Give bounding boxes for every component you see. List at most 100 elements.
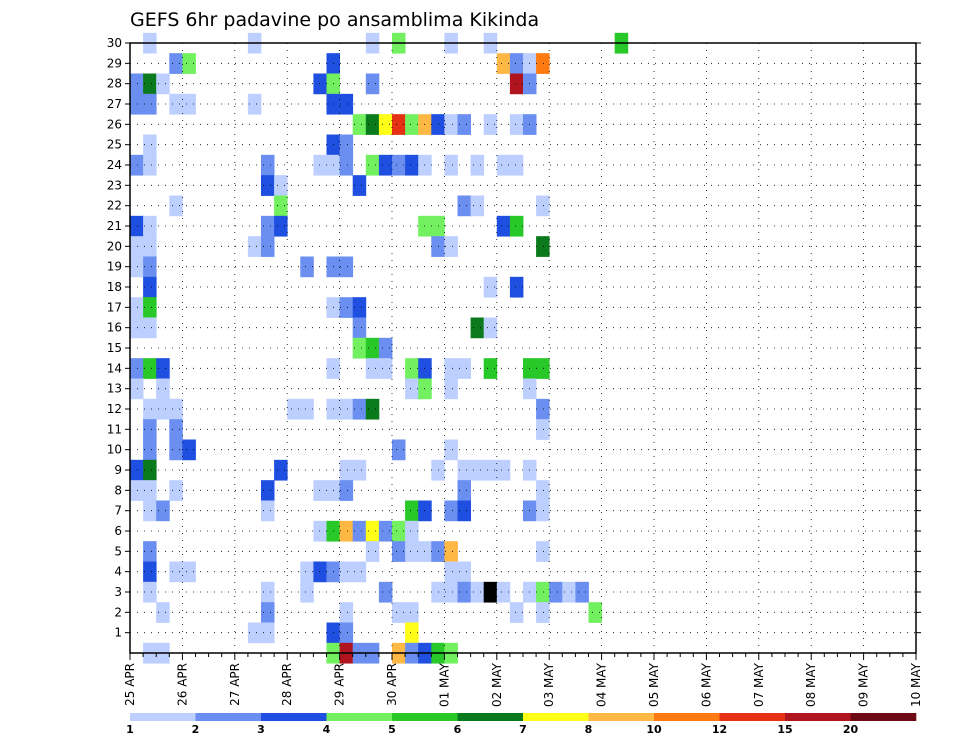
colorbar-label: 3	[257, 723, 265, 736]
precip-cell	[182, 53, 196, 74]
precip-cell	[365, 73, 380, 95]
precip-cell	[496, 459, 511, 481]
precip-cell	[352, 561, 367, 583]
precip-cell	[536, 398, 550, 420]
precip-cell	[457, 561, 471, 583]
precip-cell	[392, 602, 406, 623]
y-tick-label: 13	[107, 382, 122, 396]
precip-cell	[365, 154, 380, 176]
precip-cell	[274, 195, 288, 217]
precip-cell	[352, 114, 367, 135]
y-tick-label: 1	[114, 626, 122, 640]
precip-cell	[339, 480, 354, 501]
precip-cell	[143, 500, 157, 522]
precip-cell	[470, 195, 485, 217]
y-tick-label: 7	[114, 504, 122, 518]
precip-cell	[509, 215, 524, 237]
y-tick-label: 15	[107, 341, 122, 355]
y-tick-label: 22	[107, 199, 122, 213]
precip-cell	[588, 602, 602, 623]
precip-cell	[143, 276, 157, 298]
precip-cell	[143, 459, 157, 481]
precip-cell	[169, 561, 183, 583]
precip-cell	[378, 358, 393, 379]
precip-cell	[143, 541, 157, 562]
precip-cell	[339, 256, 354, 278]
precip-cell	[143, 358, 157, 379]
precip-cell	[313, 480, 327, 501]
precip-cell	[536, 419, 550, 440]
colorbar-swatch	[326, 713, 393, 721]
precip-cell	[457, 581, 471, 603]
y-tick-label: 10	[107, 443, 122, 457]
y-tick-label: 14	[107, 361, 122, 375]
precip-cell	[156, 602, 170, 623]
precip-cell	[130, 93, 144, 115]
colorbar-swatch	[457, 713, 524, 721]
precip-cell	[261, 480, 275, 501]
precip-cell	[143, 215, 157, 237]
precip-cell	[143, 398, 157, 420]
colorbar-label: 7	[519, 723, 527, 736]
precip-cell	[156, 73, 170, 95]
precip-cell	[143, 236, 157, 257]
precip-cell	[169, 195, 183, 217]
y-tick-label: 24	[107, 158, 122, 172]
precip-cell	[339, 93, 354, 115]
precip-cell	[457, 480, 471, 501]
precip-cell	[143, 581, 157, 603]
precip-cell	[261, 175, 275, 196]
y-tick-label: 3	[114, 585, 122, 599]
precip-cell	[392, 114, 406, 135]
precip-cell	[313, 561, 327, 583]
precip-cell	[143, 73, 157, 95]
y-tick-label: 30	[107, 36, 122, 50]
x-tick-label: 06 MAY	[699, 662, 713, 707]
precip-cell	[405, 602, 419, 623]
precip-cell	[509, 114, 524, 135]
precip-cell	[300, 581, 314, 603]
y-axis: 1234567891011121314151617181920212223242…	[107, 36, 921, 640]
precip-cell	[365, 398, 380, 420]
dotted-grid	[130, 43, 916, 653]
precip-cell	[536, 480, 550, 501]
precip-cell	[405, 500, 419, 522]
precip-cell	[169, 398, 183, 420]
precip-cell	[444, 378, 458, 400]
precip-cell	[156, 378, 170, 400]
precip-cell	[509, 53, 524, 74]
precip-cell	[313, 520, 327, 542]
precip-cell	[378, 114, 393, 135]
precip-cell	[339, 602, 354, 623]
y-tick-label: 6	[114, 524, 122, 538]
x-tick-label: 05 MAY	[647, 662, 661, 707]
precip-cell	[509, 154, 524, 176]
precip-cell	[313, 73, 327, 95]
precip-cell	[169, 53, 183, 74]
precip-cell	[405, 358, 419, 379]
precip-cell	[339, 520, 354, 542]
precip-cell	[483, 581, 498, 603]
precip-cell	[378, 520, 393, 542]
y-tick-label: 2	[114, 605, 122, 619]
precip-cell	[352, 459, 367, 481]
precip-cell	[182, 439, 196, 461]
precip-cell	[287, 398, 301, 420]
precipitation-cells	[130, 32, 629, 664]
precip-cell	[143, 419, 157, 440]
precip-cell	[352, 398, 367, 420]
precip-cell	[392, 541, 406, 562]
precip-cell	[339, 154, 354, 176]
colorbar-swatch	[654, 713, 720, 721]
precip-cell	[470, 459, 485, 481]
precip-cell	[444, 236, 458, 257]
precip-cell	[339, 297, 354, 318]
y-tick-label: 25	[107, 138, 122, 152]
precip-cell	[509, 602, 524, 623]
precip-cell	[261, 602, 275, 623]
precip-cell	[300, 256, 314, 278]
precip-cell	[261, 500, 275, 522]
precip-cell	[392, 520, 406, 542]
x-tick-label: 02 MAY	[490, 662, 504, 707]
y-tick-label: 21	[107, 219, 122, 233]
